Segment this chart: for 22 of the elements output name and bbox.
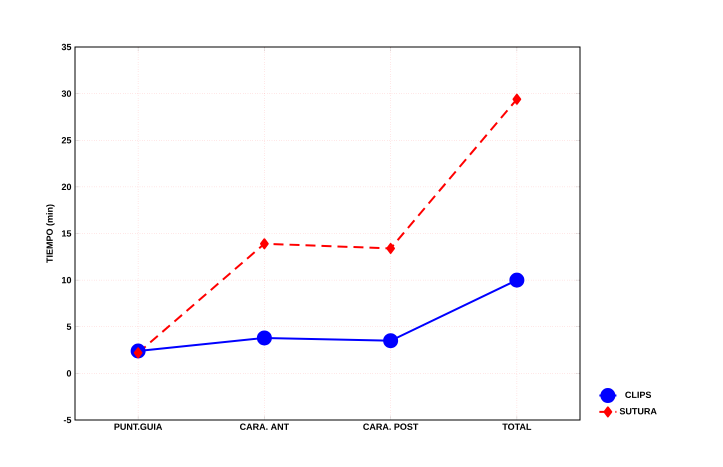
x-tick-label: TOTAL xyxy=(502,424,532,430)
y-axis-title: TIEMPO (min) xyxy=(46,204,55,263)
legend-label: SUTURA xyxy=(620,408,657,414)
x-tick-label: PUNT.GUIA xyxy=(114,424,162,430)
y-tick-label: 35 xyxy=(62,44,72,50)
y-tick-label: 20 xyxy=(62,184,72,190)
y-tick-label: 10 xyxy=(62,276,72,284)
point xyxy=(386,242,395,254)
y-tick-label: 0 xyxy=(66,370,72,377)
point xyxy=(509,272,524,288)
y-tick-label: 5 xyxy=(66,324,72,330)
y-tick-label: -5 xyxy=(64,416,72,424)
point xyxy=(512,94,522,105)
point xyxy=(383,333,398,348)
point xyxy=(260,238,269,250)
x-tick-label: CARA. POST xyxy=(363,424,418,430)
y-tick-label: 15 xyxy=(62,230,72,237)
x-tick-label: CARA. ANT xyxy=(240,424,290,430)
legend-label: CLIPS xyxy=(625,392,652,398)
y-tick-label: 25 xyxy=(62,137,72,144)
point xyxy=(256,330,272,346)
y-tick-label: 30 xyxy=(62,90,72,97)
